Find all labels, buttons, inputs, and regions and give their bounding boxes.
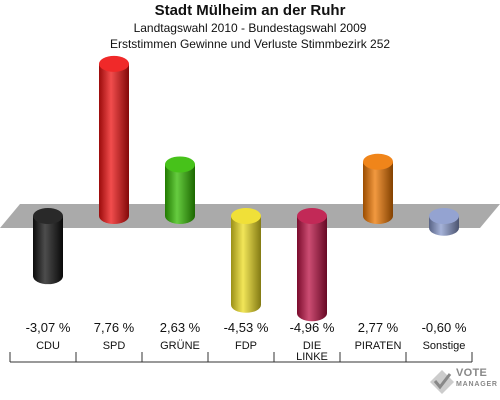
bar-spd bbox=[99, 55, 129, 224]
chart-title: Stadt Mülheim an der Ruhr bbox=[154, 2, 346, 19]
bar-fdp bbox=[231, 208, 261, 313]
logo-name-vote: VOTE bbox=[456, 367, 488, 379]
chart-subtitle-detail: Erststimmen Gewinne und Verluste Stimmbe… bbox=[109, 37, 391, 51]
value-label-sonstige: -0,60 % bbox=[422, 320, 467, 335]
bar-piraten bbox=[363, 153, 393, 224]
value-label-die-linke: -4,96 % bbox=[290, 320, 335, 335]
chart-subtitle: Landtagswahl 2010 - Bundestagswahl 2009 bbox=[133, 21, 367, 35]
category-label-cdu: CDU bbox=[36, 340, 60, 352]
bar-cdu bbox=[33, 208, 63, 285]
category-label-grüne: GRÜNE bbox=[160, 340, 200, 352]
value-label-fdp: -4,53 % bbox=[224, 320, 269, 335]
category-label-spd: SPD bbox=[103, 340, 126, 352]
bar-sonstige bbox=[429, 208, 459, 236]
logo-name-manager: MANAGER bbox=[456, 381, 498, 388]
category-label-fdp: FDP bbox=[235, 340, 257, 352]
category-label-sonstige: Sonstige bbox=[423, 340, 466, 352]
value-label-cdu: -3,07 % bbox=[26, 320, 71, 335]
bar-grüne bbox=[165, 156, 195, 224]
bar-die-linke bbox=[297, 208, 327, 322]
value-label-grüne: 2,63 % bbox=[160, 320, 201, 335]
value-label-spd: 7,76 % bbox=[94, 320, 135, 335]
category-label-die-linke: DIE LINKE bbox=[296, 340, 328, 363]
vote-manager-logo: VOTE MANAGER bbox=[428, 364, 498, 398]
checkmark-ballot-icon bbox=[430, 370, 454, 394]
category-label-piraten: PIRATEN bbox=[355, 340, 402, 352]
value-label-piraten: 2,77 % bbox=[358, 320, 399, 335]
